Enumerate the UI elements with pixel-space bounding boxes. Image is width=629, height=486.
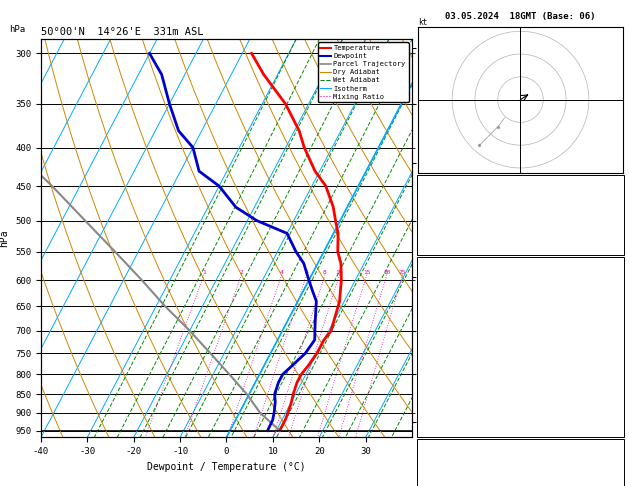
Text: 700: 700 xyxy=(606,475,621,484)
Text: PW (cm): PW (cm) xyxy=(420,236,455,244)
Text: 50°00'N  14°26'E  331m ASL: 50°00'N 14°26'E 331m ASL xyxy=(41,27,203,37)
Legend: Temperature, Dewpoint, Parcel Trajectory, Dry Adiabat, Wet Adiabat, Isotherm, Mi: Temperature, Dewpoint, Parcel Trajectory… xyxy=(318,42,408,103)
Text: 10.7: 10.7 xyxy=(601,292,621,301)
Text: © weatheronline.co.uk: © weatheronline.co.uk xyxy=(476,478,565,484)
Text: Surface: Surface xyxy=(503,267,538,276)
Text: 20: 20 xyxy=(383,270,391,275)
Text: 4: 4 xyxy=(280,270,284,275)
Text: CAPE (J): CAPE (J) xyxy=(420,393,460,402)
Text: Totals Totals: Totals Totals xyxy=(420,210,484,219)
Text: Dewp (°C): Dewp (°C) xyxy=(420,317,465,326)
Text: θₑ(K): θₑ(K) xyxy=(420,343,445,351)
Text: 48: 48 xyxy=(611,210,621,219)
Text: K: K xyxy=(420,185,425,194)
Text: 03.05.2024  18GMT (Base: 06): 03.05.2024 18GMT (Base: 06) xyxy=(445,12,596,21)
Text: 0: 0 xyxy=(616,393,621,402)
Text: 8: 8 xyxy=(323,270,327,275)
Text: LCL: LCL xyxy=(418,425,431,434)
Text: Lifted Index: Lifted Index xyxy=(420,368,479,377)
Text: Pressure (mb): Pressure (mb) xyxy=(420,475,484,484)
Text: 10: 10 xyxy=(336,270,343,275)
Text: 28: 28 xyxy=(611,185,621,194)
Text: 6: 6 xyxy=(304,270,308,275)
Text: 2: 2 xyxy=(240,270,243,275)
Text: 15: 15 xyxy=(363,270,370,275)
X-axis label: Dewpoint / Temperature (°C): Dewpoint / Temperature (°C) xyxy=(147,462,306,472)
Text: CIN (J): CIN (J) xyxy=(420,418,455,427)
Text: Most Unstable: Most Unstable xyxy=(488,450,553,458)
Text: hPa: hPa xyxy=(9,25,26,34)
Text: 25: 25 xyxy=(399,270,406,275)
Y-axis label: km
ASL: km ASL xyxy=(474,219,489,238)
Text: 2.06: 2.06 xyxy=(601,236,621,244)
Text: 8.1: 8.1 xyxy=(606,317,621,326)
Y-axis label: hPa: hPa xyxy=(0,229,9,247)
Text: 1: 1 xyxy=(202,270,206,275)
Text: kt: kt xyxy=(418,17,428,27)
Text: Temp (°C): Temp (°C) xyxy=(420,292,465,301)
Text: 7: 7 xyxy=(616,368,621,377)
Text: 0: 0 xyxy=(616,418,621,427)
Text: 305: 305 xyxy=(606,343,621,351)
